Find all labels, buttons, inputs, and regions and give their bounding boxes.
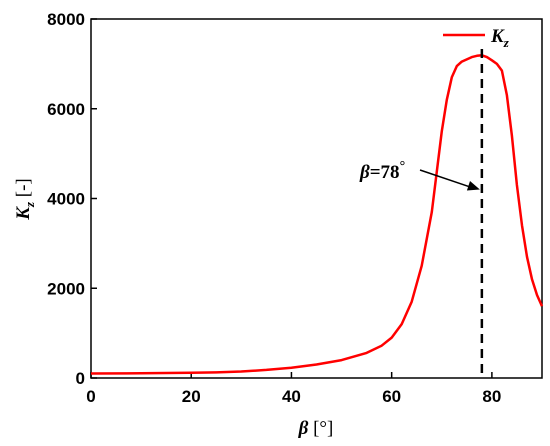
y-tick-label: 8000 — [47, 10, 85, 29]
annotation-symbol: β — [359, 162, 370, 183]
x-tick-label: 80 — [482, 387, 501, 406]
y-axis-sub: z — [22, 201, 37, 208]
y-axis-title: Kz [-] — [13, 178, 37, 220]
y-axis-ticks: 0 2000 4000 6000 8000 — [47, 10, 97, 388]
x-axis-title: β [°] — [298, 418, 334, 439]
legend-label-main: K — [490, 26, 505, 47]
peak-annotation: β=78° — [359, 159, 405, 183]
y-tick-label: 2000 — [47, 279, 85, 298]
annotation-degree: ° — [400, 159, 406, 174]
legend-label: Kz — [490, 26, 510, 50]
y-tick-label: 0 — [76, 369, 85, 388]
x-tick-label: 40 — [282, 387, 301, 406]
x-axis-ticks: 0 20 40 60 80 — [86, 372, 501, 406]
y-axis-unit: [-] — [13, 178, 34, 202]
plot-area — [90, 18, 543, 379]
y-tick-label: 6000 — [47, 100, 85, 119]
x-tick-label: 0 — [86, 387, 95, 406]
x-tick-label: 20 — [182, 387, 201, 406]
series-line-kz — [90, 54, 544, 375]
y-tick-label: 4000 — [47, 190, 85, 209]
legend: Kz — [443, 26, 510, 50]
annotation-arrowhead — [466, 181, 480, 191]
annotation-value: =78 — [370, 162, 400, 183]
legend-label-sub: z — [503, 35, 510, 50]
annotation-arrow — [419, 169, 473, 189]
y-axis-symbol: K — [13, 206, 34, 221]
x-axis-unit: [°] — [308, 418, 333, 439]
x-axis-symbol: β — [298, 418, 309, 439]
x-tick-label: 60 — [382, 387, 401, 406]
